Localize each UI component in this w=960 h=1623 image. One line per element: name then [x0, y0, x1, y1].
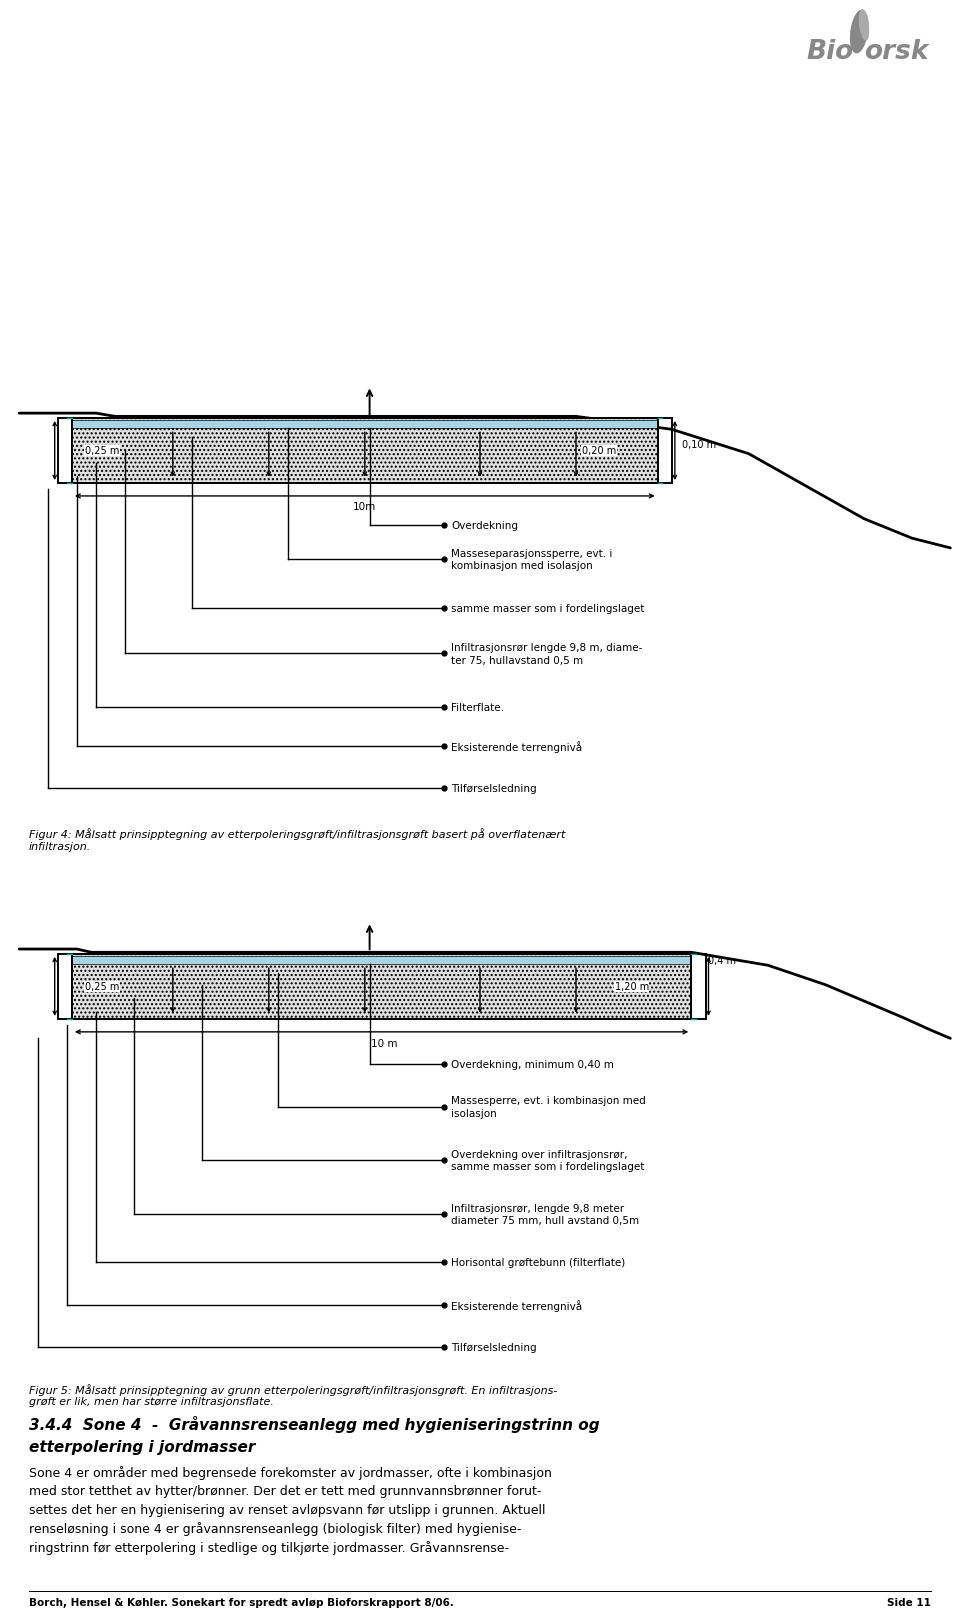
Text: settes det her en hygienisering av renset avløpsvann før utslipp i grunnen. Aktu: settes det her en hygienisering av rense…	[29, 1503, 545, 1516]
Text: 10m: 10m	[353, 502, 376, 511]
Bar	[72, 954, 691, 1019]
Text: renseløsning i sone 4 er gråvannsrenseanlegg (biologisk filter) med hygienise-: renseløsning i sone 4 er gråvannsrensean…	[29, 1522, 521, 1535]
Text: 0,25 m: 0,25 m	[84, 982, 119, 992]
Text: Figur 4: Målsatt prinsipptegning av etterpoleringsgrøft/infiltrasjonsgrøft baser: Figur 4: Målsatt prinsipptegning av ette…	[29, 828, 565, 850]
Text: 3.4.4  Sone 4  -  Gråvannsrenseanlegg med hygieniseringstrinn og: 3.4.4 Sone 4 - Gråvannsrenseanlegg med h…	[29, 1415, 599, 1431]
Text: Sone 4 er områder med begrensede forekomster av jordmasser, ofte i kombinasjon: Sone 4 er områder med begrensede forekom…	[29, 1466, 552, 1480]
Ellipse shape	[850, 10, 869, 55]
Text: 0,10 m: 0,10 m	[682, 440, 716, 450]
Text: Tilførselsledning: Tilførselsledning	[451, 784, 537, 794]
Text: 0,20 m: 0,20 m	[582, 446, 616, 456]
Text: Infiltrasjonsrør lengde 9,8 m, diame-
ter 75, hullavstand 0,5 m: Infiltrasjonsrør lengde 9,8 m, diame- te…	[451, 643, 642, 665]
Text: Infiltrasjonsrør, lengde 9,8 meter
diameter 75 mm, hull avstand 0,5m: Infiltrasjonsrør, lengde 9,8 meter diame…	[451, 1203, 639, 1225]
Text: Horisontal grøftebunn (filterflate): Horisontal grøftebunn (filterflate)	[451, 1258, 626, 1268]
Text: Eksisterende terrengnivå: Eksisterende terrengnivå	[451, 740, 583, 753]
Text: Figur 5: Målsatt prinsipptegning av grunn etterpoleringsgrøft/infiltrasjonsgrøft: Figur 5: Målsatt prinsipptegning av grun…	[29, 1383, 557, 1406]
Text: med stor tetthet av hytter/brønner. Der det er tett med grunnvannsbrønner forut-: med stor tetthet av hytter/brønner. Der …	[29, 1483, 541, 1498]
Text: etterpolering i jordmasser: etterpolering i jordmasser	[29, 1440, 255, 1454]
Text: orsk: orsk	[864, 39, 928, 65]
Text: Overdekning, minimum 0,40 m: Overdekning, minimum 0,40 m	[451, 1060, 614, 1070]
Text: samme masser som i fordelingslaget: samme masser som i fordelingslaget	[451, 604, 644, 613]
Text: 1,20 m: 1,20 m	[614, 982, 649, 992]
Text: 0,4 m: 0,4 m	[708, 956, 736, 966]
Bar	[72, 420, 658, 428]
Text: Overdekning: Overdekning	[451, 521, 518, 531]
Text: Eksisterende terrengnivå: Eksisterende terrengnivå	[451, 1298, 583, 1311]
Text: Masseseparasjonssperre, evt. i
kombinasjon med isolasjon: Masseseparasjonssperre, evt. i kombinasj…	[451, 549, 612, 571]
Text: Bio: Bio	[806, 39, 853, 65]
Ellipse shape	[859, 10, 869, 42]
Text: Filterflate.: Filterflate.	[451, 703, 504, 712]
Text: 10 m: 10 m	[371, 1039, 397, 1048]
Text: ringstrinn før etterpolering i stedlige og tilkjørte jordmasser. Gråvannsrense-: ringstrinn før etterpolering i stedlige …	[29, 1540, 509, 1555]
Text: Tilførselsledning: Tilførselsledning	[451, 1342, 537, 1352]
Bar	[72, 419, 658, 484]
Text: Side 11: Side 11	[887, 1597, 931, 1607]
Text: Massesperre, evt. i kombinasjon med
isolasjon: Massesperre, evt. i kombinasjon med isol…	[451, 1096, 646, 1118]
Text: Borch, Hensel & Køhler. Sonekart for spredt avløp Bioforskrapport 8/06.: Borch, Hensel & Køhler. Sonekart for spr…	[29, 1597, 454, 1607]
Text: 0,25 m: 0,25 m	[84, 446, 119, 456]
Text: Overdekning over infiltrasjonsrør,
samme masser som i fordelingslaget: Overdekning over infiltrasjonsrør, samme…	[451, 1149, 644, 1172]
Bar	[72, 956, 691, 964]
